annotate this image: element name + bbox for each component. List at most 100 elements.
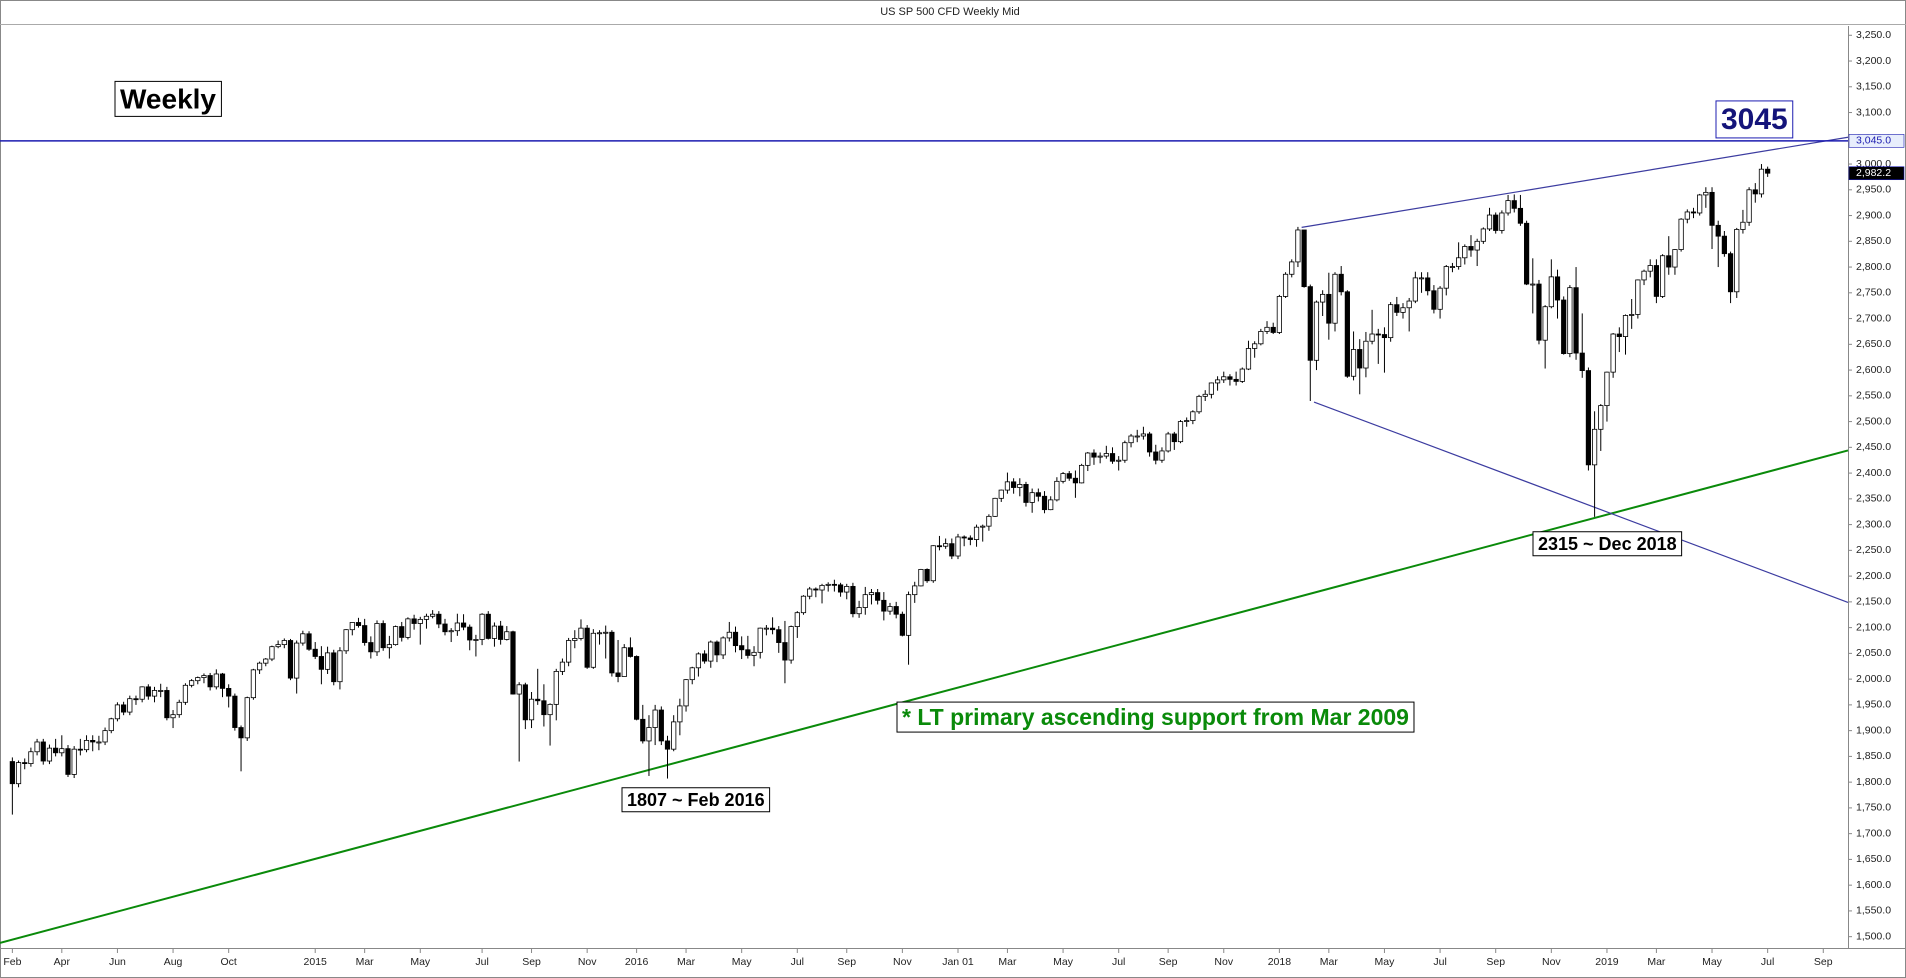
x-tick-label: 2018	[1268, 956, 1292, 968]
candle-body	[1598, 405, 1604, 430]
candle-body	[1338, 273, 1344, 293]
x-tick-label: Nov	[578, 956, 597, 968]
candle-body	[1499, 212, 1505, 231]
candle-body	[1276, 296, 1282, 333]
candle-body	[1647, 265, 1653, 272]
candle-body	[1585, 370, 1592, 466]
candle-body	[1511, 200, 1517, 209]
candle-body	[1394, 304, 1400, 313]
candle-body	[726, 631, 732, 639]
candle-body	[1573, 287, 1579, 354]
y-tick-label: 1,950.0	[1856, 699, 1891, 711]
weekly-label-box	[114, 80, 222, 117]
candle-body	[1610, 333, 1616, 373]
chart-title: US SP 500 CFD Weekly Mid	[880, 6, 1020, 18]
x-tick-label: Jan 01	[942, 956, 974, 968]
candle-body	[1703, 191, 1709, 196]
candle-body	[936, 545, 943, 548]
candle-body	[219, 673, 226, 689]
candle-body	[1159, 450, 1165, 461]
candle-body	[949, 543, 955, 557]
candle-body	[133, 698, 139, 701]
candle-body	[473, 639, 479, 641]
x-tick-label: Jul	[1433, 956, 1446, 968]
candle-body	[1029, 492, 1035, 503]
candle-body	[1480, 228, 1486, 242]
candle-body	[145, 686, 151, 697]
x-tick-label: Sep	[837, 956, 856, 968]
candle-body	[22, 762, 28, 764]
candle-body	[1233, 378, 1239, 382]
candle-body	[912, 585, 918, 596]
y-tick-label: 1,750.0	[1856, 802, 1891, 814]
candle-body	[658, 709, 664, 742]
candle-body	[930, 545, 936, 582]
candle-body	[1449, 266, 1456, 268]
candle-body	[417, 618, 423, 624]
candle-body	[374, 623, 380, 653]
candle-body	[1388, 304, 1394, 339]
candle-body	[65, 748, 71, 775]
candle-body	[1171, 433, 1177, 443]
candle-body	[1140, 433, 1147, 437]
candle-body	[782, 642, 788, 661]
y-tick-label: 1,500.0	[1856, 930, 1891, 942]
candle-body	[176, 701, 182, 716]
candle-body	[621, 647, 627, 677]
x-tick-label: Mar	[998, 956, 1017, 968]
y-tick-label: 2,800.0	[1856, 261, 1891, 273]
y-tick-label: 2,650.0	[1856, 338, 1891, 350]
y-tick-label: 1,650.0	[1856, 853, 1891, 865]
candle-body	[1227, 376, 1233, 380]
candle-body	[1758, 168, 1765, 195]
candle-body	[411, 618, 417, 624]
candle-body	[813, 588, 819, 591]
x-tick-label: Mar	[356, 956, 375, 968]
candle-body	[1721, 235, 1727, 255]
candle-body	[1048, 499, 1054, 511]
candle-body	[238, 727, 244, 739]
candle-body	[572, 638, 578, 641]
candle-body	[1697, 194, 1703, 214]
trendline	[1313, 401, 1849, 603]
candle-body	[1437, 287, 1443, 310]
candle-body	[646, 727, 652, 742]
candle-body	[102, 730, 108, 743]
candle-body	[158, 690, 164, 692]
candle-body	[881, 599, 887, 612]
y-tick-label: 3,150.0	[1856, 81, 1891, 93]
y-tick-label: 2,050.0	[1856, 647, 1891, 659]
candle-body	[226, 687, 232, 697]
candle-body	[318, 656, 324, 670]
candle-body	[831, 583, 837, 586]
candle-body	[615, 672, 621, 677]
x-tick-label: Mar	[677, 956, 696, 968]
candle-body	[596, 632, 603, 635]
candle-body	[1004, 481, 1011, 491]
candle-body	[1091, 452, 1097, 458]
candle-body	[244, 697, 250, 739]
candle-body	[769, 627, 776, 631]
candle-body	[627, 647, 634, 657]
candle-body	[1103, 453, 1109, 457]
candle-body	[918, 569, 924, 587]
candle-body	[1301, 229, 1307, 288]
candle-body	[1060, 473, 1066, 482]
candle-body	[71, 748, 77, 775]
y-tick-label: 1,850.0	[1856, 750, 1891, 762]
candle-body	[1536, 283, 1542, 341]
x-tick-label: Apr	[54, 956, 71, 968]
candle-body	[664, 740, 671, 750]
candle-body	[362, 625, 368, 643]
candle-body	[1134, 435, 1140, 438]
candle-body	[720, 637, 726, 656]
candle-body	[566, 640, 572, 663]
candle-body	[485, 613, 491, 639]
candle-body	[677, 705, 683, 723]
candle-body	[893, 606, 899, 615]
candle-body	[1505, 200, 1511, 214]
candle-body	[1295, 229, 1301, 263]
candle-body	[1085, 452, 1091, 466]
x-tick-label: Sep	[1159, 956, 1178, 968]
low-2016-label-box	[621, 787, 771, 813]
